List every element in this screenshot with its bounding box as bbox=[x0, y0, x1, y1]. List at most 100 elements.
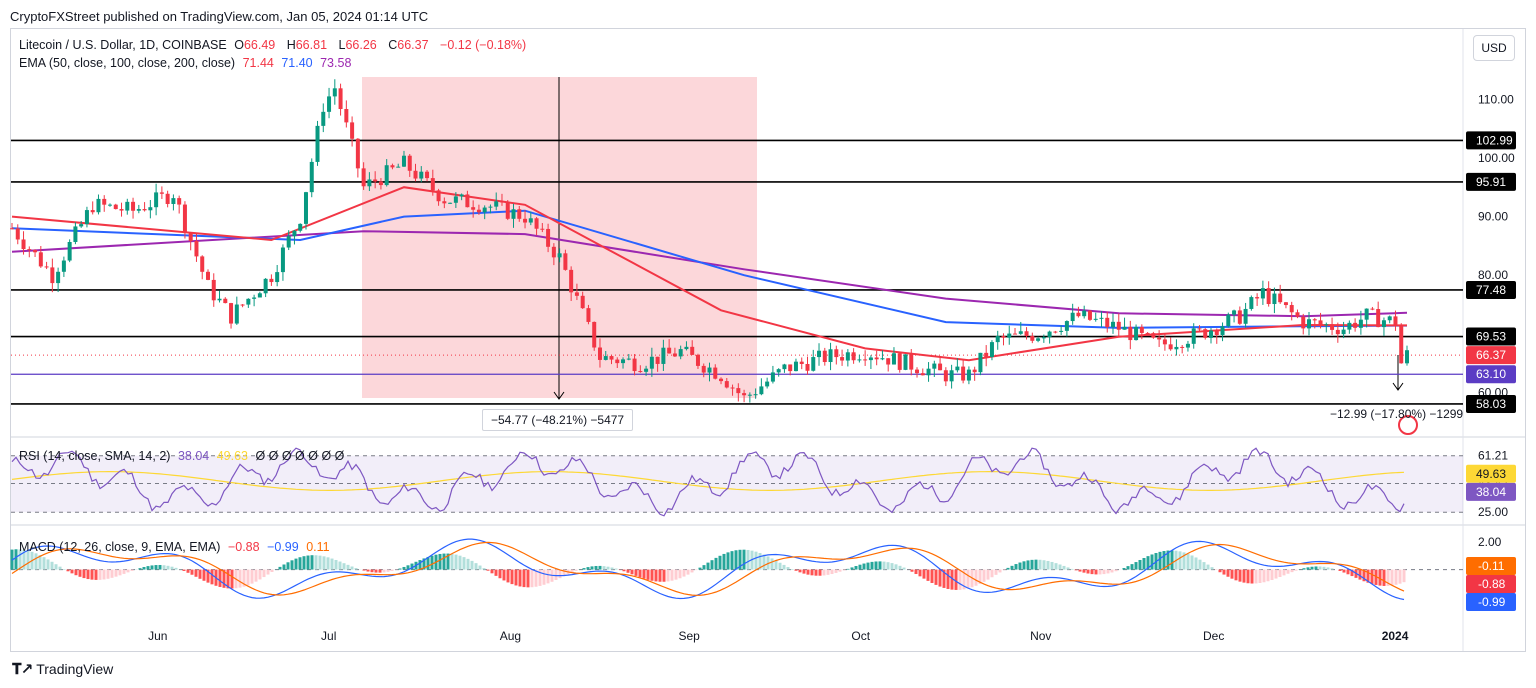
macd-legend[interactable]: MACD (12, 26, close, 9, EMA, EMA) −0.88 … bbox=[19, 540, 334, 554]
macd-histogram-bar bbox=[1038, 559, 1042, 570]
macd-histogram-bar bbox=[538, 569, 542, 586]
last-price-tag bbox=[1466, 346, 1516, 365]
macd-histogram-bar bbox=[534, 569, 538, 587]
candle-body bbox=[459, 194, 464, 197]
macd-histogram-bar bbox=[86, 569, 90, 580]
candle-body bbox=[471, 207, 476, 210]
candle-body bbox=[1232, 310, 1237, 315]
macd-histogram-bar bbox=[894, 564, 898, 570]
candle-body bbox=[569, 269, 574, 293]
ema50-value: 71.44 bbox=[242, 56, 274, 70]
macd-histogram-bar bbox=[918, 569, 922, 577]
macd-histogram-bar bbox=[406, 565, 410, 570]
rsi-sma-line bbox=[11, 471, 1405, 491]
macd-histogram-bar bbox=[998, 569, 1002, 573]
macd-histogram-bar bbox=[798, 569, 802, 573]
macd-histogram-bar bbox=[1022, 561, 1026, 570]
macd-histogram-bar bbox=[1326, 567, 1330, 570]
macd-histogram-bar bbox=[110, 569, 114, 578]
candle-body bbox=[563, 253, 568, 270]
candle-body bbox=[753, 394, 758, 396]
candle-body bbox=[972, 369, 977, 373]
macd-histogram-bar bbox=[646, 569, 650, 580]
candle-body bbox=[1324, 324, 1329, 326]
candle-body bbox=[488, 206, 493, 208]
candle-body bbox=[50, 267, 55, 284]
rsi-legend[interactable]: RSI (14, close, SMA, 14, 2) 38.04 49.63 … bbox=[19, 449, 348, 463]
macd-histogram-bar bbox=[186, 569, 190, 573]
candle-body bbox=[38, 252, 43, 267]
macd-histogram-bar bbox=[542, 569, 546, 585]
candle-body bbox=[131, 201, 136, 211]
macd-histogram-bar bbox=[1378, 569, 1382, 586]
candle-body bbox=[355, 138, 360, 169]
candle-body bbox=[822, 350, 827, 363]
macd-histogram-bar bbox=[1190, 555, 1194, 570]
macd-histogram-bar bbox=[450, 553, 454, 570]
level-price-tag bbox=[1466, 394, 1516, 413]
candle-body bbox=[1341, 329, 1346, 335]
time-tick-label: Jun bbox=[148, 629, 167, 643]
candle-body bbox=[476, 209, 481, 213]
macd-histogram-bar bbox=[1390, 569, 1394, 586]
candle-body bbox=[125, 201, 130, 211]
ohlc-open: O66.49 bbox=[234, 38, 276, 52]
candle-body bbox=[373, 179, 378, 182]
ema-legend[interactable]: EMA (50, close, 100, close, 200, close) … bbox=[19, 56, 355, 70]
macd-histogram-bar bbox=[770, 558, 774, 570]
signal-value: 0.11 bbox=[306, 540, 330, 554]
macd-histogram-bar bbox=[102, 569, 106, 580]
macd-histogram-bar bbox=[630, 569, 634, 575]
rsi-value-tag bbox=[1466, 482, 1516, 501]
candle-body bbox=[1405, 350, 1409, 364]
candle-body bbox=[384, 165, 389, 186]
candle-body bbox=[1214, 330, 1219, 335]
candle-body bbox=[915, 369, 920, 374]
candle-body bbox=[661, 347, 666, 364]
macd-histogram-bar bbox=[570, 569, 574, 573]
currency-button[interactable]: USD bbox=[1473, 35, 1515, 61]
symbol-legend[interactable]: Litecoin / U.S. Dollar, 1D, COINBASE O66… bbox=[19, 38, 530, 52]
macd-value-tag bbox=[1466, 557, 1516, 575]
macd-histogram-bar bbox=[614, 568, 618, 570]
candle-body bbox=[938, 363, 943, 371]
macd-histogram-bar bbox=[470, 560, 474, 570]
candle-body bbox=[200, 256, 205, 272]
macd-histogram-bar bbox=[1014, 564, 1018, 570]
macd-histogram-bar bbox=[286, 562, 290, 570]
macd-histogram-bar bbox=[370, 569, 374, 573]
macd-histogram-bar bbox=[990, 569, 994, 578]
candle-body bbox=[1289, 305, 1294, 313]
macd-histogram-bar bbox=[730, 551, 734, 570]
candle-body bbox=[1030, 336, 1035, 341]
macd-histogram-bar bbox=[202, 569, 206, 581]
macd-histogram-bar bbox=[422, 558, 426, 570]
macd-histogram-bar bbox=[1166, 550, 1170, 570]
tradingview-footer[interactable]: 𝐓↗ TradingView bbox=[12, 660, 113, 678]
macd-histogram-bar bbox=[314, 555, 318, 570]
candle-body bbox=[1318, 320, 1323, 325]
macd-histogram-bar bbox=[1242, 569, 1246, 583]
macd-histogram-bar bbox=[354, 568, 358, 570]
candle-body bbox=[1220, 326, 1225, 335]
candle-body bbox=[678, 349, 683, 357]
macd-histogram-bar bbox=[714, 557, 718, 570]
candle-body bbox=[96, 198, 101, 213]
macd-histogram-bar bbox=[114, 569, 118, 577]
macd-histogram-bar bbox=[270, 569, 274, 572]
macd-histogram-bar bbox=[1370, 569, 1374, 584]
macd-histogram-bar bbox=[1210, 567, 1214, 570]
measure2-arrow-head bbox=[1392, 382, 1404, 391]
macd-histogram-bar bbox=[78, 569, 82, 577]
macd-histogram-bar bbox=[430, 555, 434, 570]
candle-body bbox=[817, 350, 822, 358]
macd-histogram-bar bbox=[1130, 564, 1134, 570]
candle-body bbox=[1047, 331, 1052, 338]
level-price-tag bbox=[1466, 280, 1516, 299]
ohlc-high: H66.81 bbox=[286, 38, 328, 52]
macd-histogram-bar bbox=[438, 553, 442, 570]
macd-level-label: 2.00 bbox=[1478, 535, 1502, 549]
macd-histogram-bar bbox=[774, 560, 778, 570]
candle-body bbox=[903, 354, 908, 370]
